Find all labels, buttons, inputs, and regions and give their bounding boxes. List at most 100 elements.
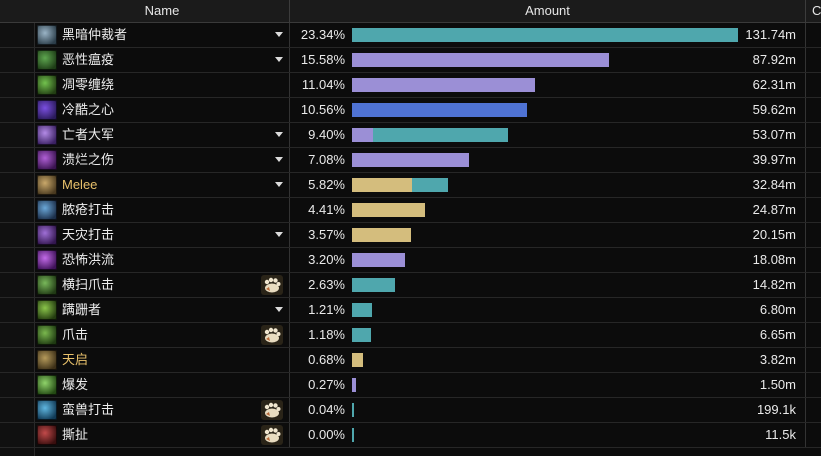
damage-bar-segment [352,128,373,142]
amount-cell: 7.08% 39.97m [290,148,806,172]
extra-cell [806,173,821,197]
damage-bar [352,428,354,442]
amount-value: 62.31m [752,77,796,92]
table-row[interactable]: 蹒跚者 1.21% 6.80m [0,298,821,323]
percentage-text: 3.20% [308,252,345,267]
extra-column-header[interactable]: C [812,3,821,18]
table-row[interactable]: 蛮兽打击 0.04% 199.1k [0,398,821,423]
damage-bar-segment [352,53,609,67]
name-cell[interactable]: 冷酷之心 [35,98,290,122]
amount-cell: 23.34% 131.74m [290,23,806,47]
damage-bar [352,153,469,167]
damage-bar [352,278,395,292]
name-cell[interactable]: 溃烂之伤 [35,148,290,172]
name-cell[interactable]: 恐怖洪流 [35,248,290,272]
table-row[interactable]: 撕扯 0.00% 11.5k [0,423,821,448]
table-row[interactable]: 横扫爪击 2.63% 14.82m [0,273,821,298]
amount-value: 18.08m [752,252,796,267]
amount-value: 131.74m [745,27,796,42]
amount-value: 24.87m [752,202,796,217]
table-row[interactable]: Melee 5.82% 32.84m [0,173,821,198]
table-row[interactable]: 凋零缠绕 11.04% 62.31m [0,73,821,98]
expand-dropdown-icon[interactable] [275,232,283,237]
name-cell[interactable]: 天灾打击 [35,223,290,247]
table-row[interactable]: 脓疮打击 4.41% 24.87m [0,198,821,223]
expand-dropdown-icon[interactable] [275,157,283,162]
percentage-text: 0.68% [308,352,345,367]
table-row[interactable]: 天启 0.68% 3.82m [0,348,821,373]
table-row[interactable]: 天灾打击 3.57% 20.15m [0,223,821,248]
amount-value: 11.5k [765,427,796,442]
amount-column-header[interactable]: Amount [290,0,806,22]
rend-icon [37,425,57,445]
amount-value: 20.15m [752,227,796,242]
army-icon [37,125,57,145]
outbreak-icon [37,375,57,395]
expand-dropdown-icon[interactable] [275,32,283,37]
spell-name: 天启 [62,352,89,367]
spell-name: Melee [62,177,98,192]
table-row[interactable]: 黑暗仲裁者 23.34% 131.74m [0,23,821,48]
name-column-header[interactable]: Name [35,0,290,22]
name-cell[interactable]: 爪击 [35,323,290,347]
percentage-text: 10.56% [300,102,345,117]
table-row[interactable]: 恐怖洪流 3.20% 18.08m [0,248,821,273]
percentage-text: 0.27% [308,377,345,392]
damage-bar [352,328,371,342]
table-body: 黑暗仲裁者 23.34% 131.74m 恶性瘟疫 15.58% 87.92m 凋零缠绕 11… [0,23,821,448]
name-cell[interactable]: 凋零缠绕 [35,73,290,97]
damage-bar [352,78,535,92]
expand-dropdown-icon[interactable] [275,132,283,137]
table-row[interactable]: 爪击 1.18% 6.65m [0,323,821,348]
percentage-text: 0.00% [308,427,345,442]
expand-dropdown-icon[interactable] [275,307,283,312]
spell-name: 凋零缠绕 [62,77,115,92]
name-cell[interactable]: 蛮兽打击 [35,398,290,422]
spell-name: 冷酷之心 [62,102,115,117]
apocalypse-icon [37,350,57,370]
amount-value: 14.82m [752,277,796,292]
name-cell[interactable]: 爆发 [35,373,290,397]
name-cell[interactable]: 黑暗仲裁者 [35,23,290,47]
amount-cell: 5.82% 32.84m [290,173,806,197]
table-row[interactable]: 爆发 0.27% 1.50m [0,373,821,398]
pet-paw-icon [261,425,283,445]
name-cell[interactable]: 脓疮打击 [35,198,290,222]
damage-bar-segment [352,28,738,42]
damage-bar-segment [352,353,363,367]
name-cell[interactable]: 横扫爪击 [35,273,290,297]
damage-bar-segment [352,378,356,392]
table-row[interactable]: 亡者大军 9.40% 53.07m [0,123,821,148]
table-row[interactable]: 冷酷之心 10.56% 59.62m [0,98,821,123]
pet-paw-icon [261,325,283,345]
name-cell[interactable]: 撕扯 [35,423,290,447]
damage-bar [352,303,372,317]
damage-bar-segment [352,428,354,442]
damage-bar [352,203,425,217]
name-cell[interactable]: 恶性瘟疫 [35,48,290,72]
amount-value: 53.07m [752,127,796,142]
damage-bar [352,53,609,67]
name-cell[interactable]: 天启 [35,348,290,372]
table-row[interactable]: 恶性瘟疫 15.58% 87.92m [0,48,821,73]
extra-cell [806,398,821,422]
percentage-text: 7.08% [308,152,345,167]
percentage-text: 3.57% [308,227,345,242]
expand-dropdown-icon[interactable] [275,182,283,187]
spell-name: 撕扯 [62,427,89,442]
amount-cell: 10.56% 59.62m [290,98,806,122]
extra-cell [806,323,821,347]
sweeping-claws-icon [37,275,57,295]
expand-dropdown-icon[interactable] [275,57,283,62]
left-gutter [0,0,35,456]
table-row[interactable]: 溃烂之伤 7.08% 39.97m [0,148,821,173]
name-cell[interactable]: Melee [35,173,290,197]
name-cell[interactable]: 亡者大军 [35,123,290,147]
amount-value: 199.1k [756,402,796,417]
pet-paw-icon [261,275,283,295]
damage-bar [352,378,356,392]
damage-bar-segment [352,178,412,192]
name-cell[interactable]: 蹒跚者 [35,298,290,322]
damage-bar [352,253,405,267]
